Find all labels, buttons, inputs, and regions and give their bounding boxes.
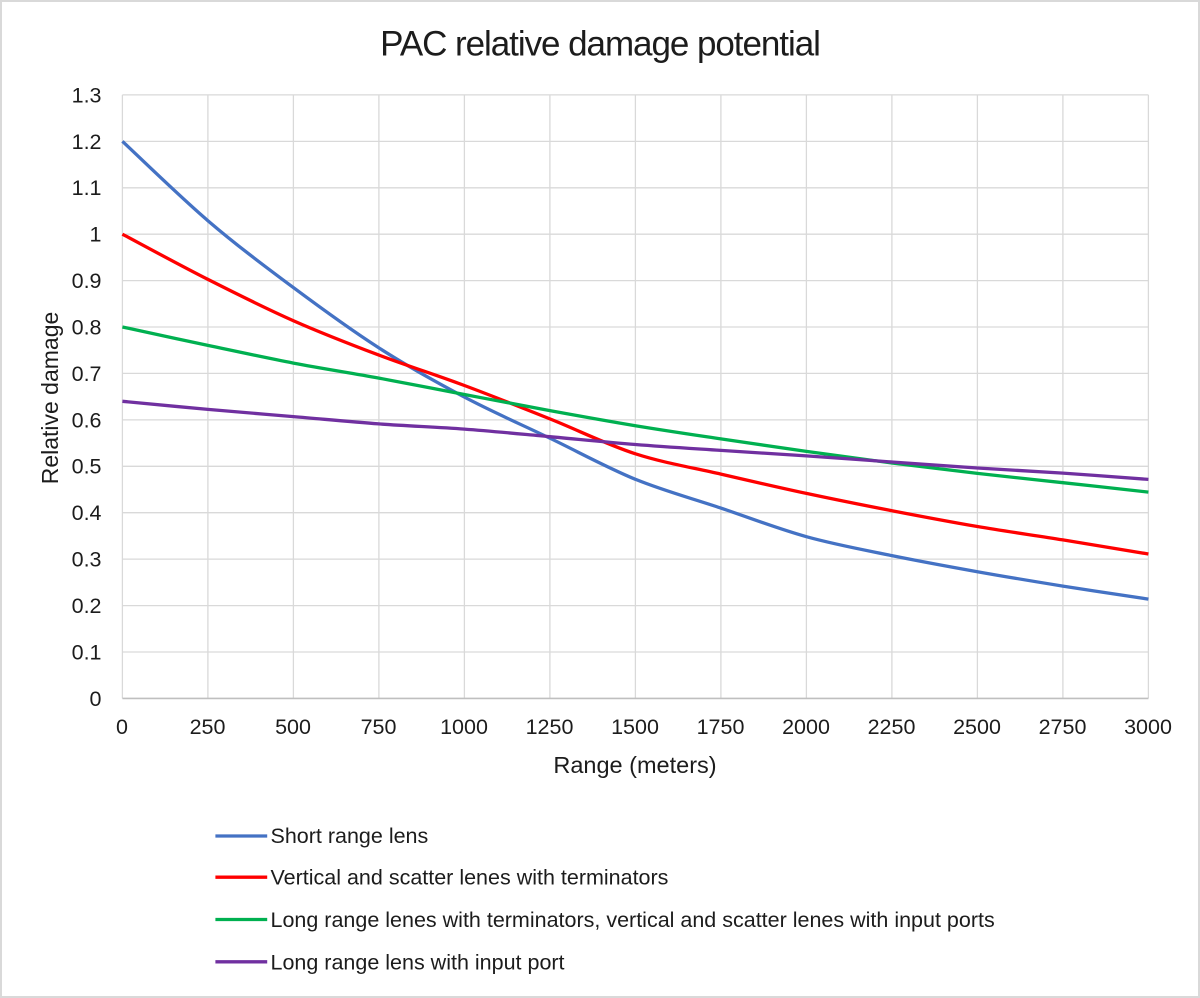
svg-text:0.8: 0.8	[72, 315, 102, 339]
svg-text:0.4: 0.4	[72, 501, 102, 525]
svg-text:1.2: 1.2	[72, 130, 102, 154]
svg-text:1000: 1000	[440, 715, 488, 739]
svg-text:0.7: 0.7	[72, 362, 102, 386]
svg-text:0.5: 0.5	[72, 455, 102, 479]
svg-text:Long range lenes with terminat: Long range lenes with terminators, verti…	[271, 908, 995, 932]
svg-text:1500: 1500	[611, 715, 659, 739]
svg-text:0.3: 0.3	[72, 548, 102, 572]
svg-text:1250: 1250	[526, 715, 574, 739]
svg-text:2250: 2250	[868, 715, 916, 739]
svg-text:1750: 1750	[697, 715, 745, 739]
svg-text:3000: 3000	[1124, 715, 1172, 739]
svg-text:1.3: 1.3	[72, 83, 102, 107]
svg-text:0.2: 0.2	[72, 594, 102, 618]
svg-text:Short range lens: Short range lens	[271, 824, 429, 848]
svg-text:1: 1	[90, 223, 102, 247]
svg-text:Long range lens with input por: Long range lens with input port	[271, 950, 565, 974]
svg-text:1.1: 1.1	[72, 176, 102, 200]
svg-text:0: 0	[116, 715, 128, 739]
svg-text:0.6: 0.6	[72, 408, 102, 432]
svg-text:0.9: 0.9	[72, 269, 102, 293]
svg-text:Range (meters): Range (meters)	[553, 752, 716, 778]
svg-text:Vertical and scatter lenes wit: Vertical and scatter lenes with terminat…	[271, 866, 669, 890]
svg-text:0.1: 0.1	[72, 640, 102, 664]
svg-text:PAC relative damage potential: PAC relative damage potential	[380, 25, 820, 64]
svg-text:Relative damage: Relative damage	[37, 312, 63, 485]
svg-text:2500: 2500	[953, 715, 1001, 739]
svg-text:2750: 2750	[1039, 715, 1087, 739]
svg-text:250: 250	[190, 715, 226, 739]
svg-text:500: 500	[275, 715, 311, 739]
svg-text:2000: 2000	[782, 715, 830, 739]
svg-text:0: 0	[90, 687, 102, 711]
svg-text:750: 750	[361, 715, 397, 739]
